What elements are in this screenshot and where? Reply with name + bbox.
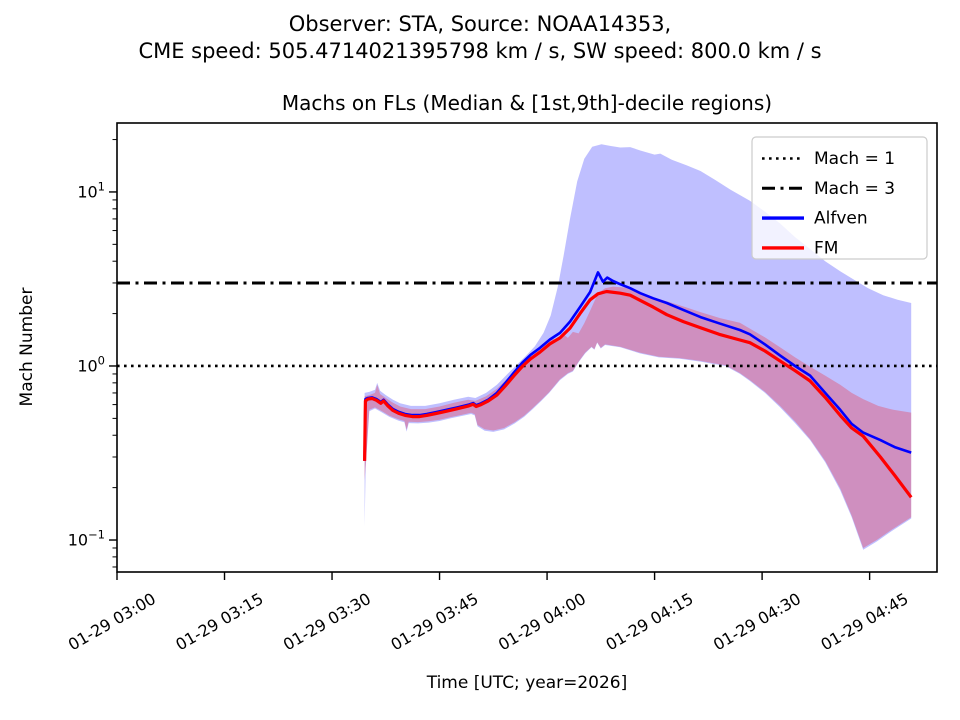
median-lines — [363, 271, 913, 499]
suptitle-line1: Observer: STA, Source: NOAA14353, — [289, 12, 672, 36]
legend: Mach = 1 Mach = 3 Alfven FM — [751, 136, 928, 260]
x-tick-label: 01-29 03:45 — [387, 589, 481, 654]
suptitle-line2: CME speed: 505.4714021395798 km / s, SW … — [138, 39, 821, 63]
x-axis: 01-29 03:00 01-29 03:15 01-29 03:30 01-29 0… — [65, 572, 912, 654]
legend-label: Alfven — [814, 209, 868, 229]
reference-lines — [117, 281, 937, 368]
legend-label: FM — [814, 238, 838, 258]
y-axis: 101 100 10−1 — [68, 139, 117, 568]
plot-area-border — [116, 122, 938, 573]
legend-label: Mach = 3 — [814, 179, 895, 199]
x-tick-label: 01-29 03:15 — [172, 589, 266, 654]
x-tick-label: 01-29 04:15 — [602, 589, 696, 654]
axes-title: Machs on FLs (Median & [1st,9th]-decile … — [282, 91, 772, 115]
x-axis-label: Time [UTC; year=2026] — [426, 673, 628, 693]
x-tick-label: 01-29 03:30 — [280, 589, 374, 654]
legend-box — [751, 136, 928, 260]
x-tick-label: 01-29 04:00 — [495, 589, 589, 654]
legend-item: Mach = 3 — [762, 179, 895, 199]
y-tick-label: 10−1 — [68, 528, 105, 550]
y-tick-label: 101 — [77, 179, 105, 201]
x-tick-label: 01-29 04:30 — [710, 589, 804, 654]
x-tick-label: 01-29 04:45 — [818, 589, 912, 654]
y-axis-label: Mach Number — [17, 288, 37, 407]
legend-item: FM — [762, 238, 838, 258]
legend-label: Mach = 1 — [814, 149, 895, 169]
legend-item: Mach = 1 — [762, 149, 895, 169]
fm-median-line — [363, 289, 913, 499]
y-tick-label: 100 — [77, 353, 105, 375]
x-tick-label: 01-29 03:00 — [65, 589, 159, 654]
legend-item: Alfven — [762, 209, 868, 229]
